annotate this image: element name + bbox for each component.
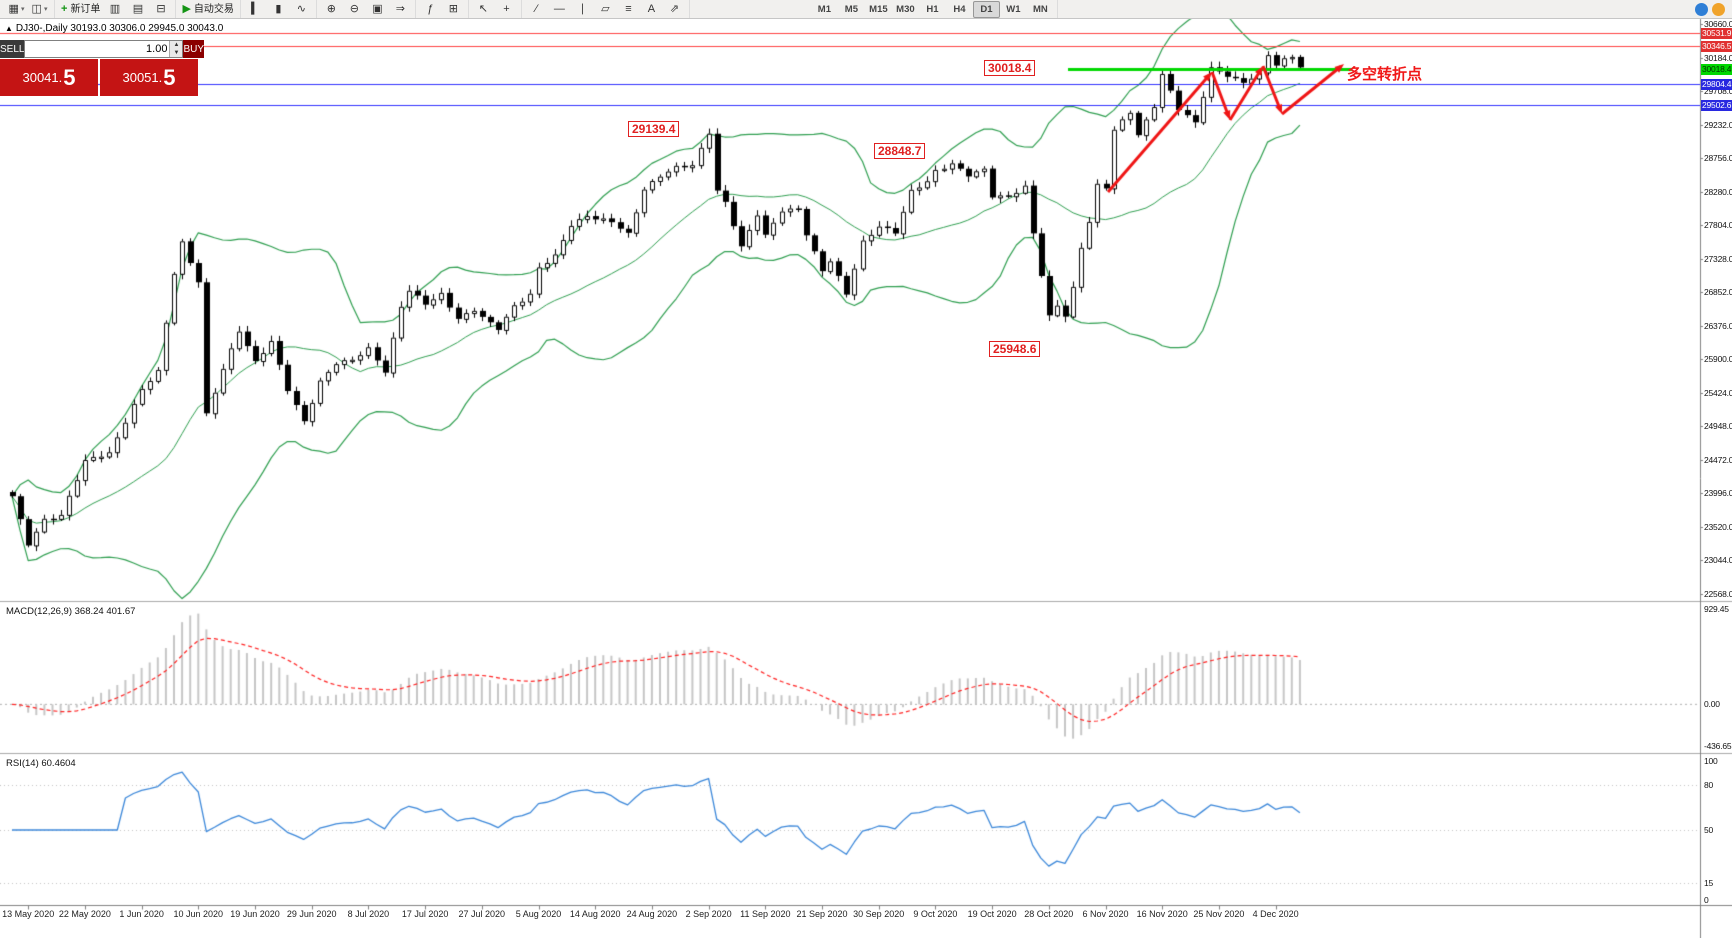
autotrading-icon: ▶ (182, 2, 191, 15)
toolbar-group: + 新订单 ▥ ▤ ⊟ (55, 0, 177, 18)
auto-scroll-button[interactable]: ▣ (366, 1, 389, 18)
indicators-icon: ƒ (427, 2, 434, 15)
zoom-out-icon: ⊖ (349, 2, 360, 15)
indicators-button[interactable]: ƒ (419, 1, 442, 18)
text-label-button[interactable]: A (640, 1, 663, 18)
chart-annotation: 多空转折点 (1347, 66, 1423, 83)
one-click-trading-panel: SELL ▲ ▼ BUY 30041. 5 30051. 5 (0, 40, 205, 96)
zoom-out-button[interactable]: ⊖ (343, 1, 366, 18)
bar-chart-button[interactable]: ▍ (244, 1, 267, 18)
timeframe-h4-button[interactable]: H4 (953, 3, 966, 15)
market-watch-icon: ▥ (109, 2, 121, 15)
new-order-icon: + (61, 2, 68, 15)
horizontal-line-icon: ― (553, 2, 565, 15)
volume-down-button[interactable]: ▼ (169, 49, 183, 57)
one-click-top-row: SELL ▲ ▼ BUY (0, 40, 205, 58)
data-window-button[interactable]: ▤ (126, 1, 149, 18)
sell-button[interactable]: SELL (0, 40, 25, 58)
status-icon-orange[interactable] (1712, 2, 1725, 16)
fibonacci-button[interactable]: ≡ (617, 1, 640, 18)
rsi-label: RSI(14) 60.4604 (6, 758, 76, 769)
profiles-button[interactable]: ◫ ▾ (28, 1, 51, 18)
toolbar-group: ↖ + (469, 0, 522, 18)
buy-button[interactable]: BUY (183, 40, 205, 58)
timeframe-m5-button[interactable]: M5 (844, 3, 858, 15)
cursor-icon: ↖ (478, 2, 489, 15)
market-watch-button[interactable]: ▥ (103, 1, 126, 18)
toolbar: ▦ ▾ ◫ ▾ + 新订单 ▥ ▤ ⊟ ▶ 自动交易 ▍ ▮ ∿ ⊕ ⊖ ▣ ⇒ ƒ ⊞ ↖ + ∕ ― ∣ ▱ ≡ A ⇗ M1 M5 M1… (0, 0, 1732, 19)
sell-price[interactable]: 30041. 5 (0, 59, 98, 96)
data-window-icon: ▤ (132, 2, 144, 15)
line-chart-icon: ∿ (296, 2, 307, 15)
timeframe-d1-button[interactable]: D1 (972, 0, 1000, 18)
horizontal-line-button[interactable]: ― (548, 1, 571, 18)
zoom-in-button[interactable]: ⊕ (320, 1, 343, 18)
timeframe-m15-button[interactable]: M15 (869, 3, 888, 15)
line-chart-button[interactable]: ∿ (290, 1, 313, 18)
volume-field: ▲ ▼ (24, 40, 184, 58)
timeframe-h1-button[interactable]: H1 (926, 3, 939, 15)
buy-price-main: 30051. (122, 70, 163, 85)
timeframe-group: M1 M5 M15 M30 H1 H4 D1 W1 MN (808, 0, 1058, 18)
one-click-price-row: 30041. 5 30051. 5 (0, 59, 198, 96)
autotrading-button-label: 自动交易 (193, 3, 234, 15)
terminal-icon: ⊟ (156, 2, 166, 15)
arrow-objects-icon: ⇗ (669, 2, 680, 15)
chart-shift-icon: ⇒ (395, 2, 406, 15)
terminal-button[interactable]: ⊟ (149, 1, 172, 18)
cursor-button[interactable]: ↖ (472, 1, 495, 18)
macd-label: MACD(12,26,9) 368.24 401.67 (6, 606, 136, 617)
status-icon-blue[interactable] (1695, 2, 1708, 16)
profiles-icon: ◫ (31, 2, 42, 15)
timeframe-m1-button[interactable]: M1 (817, 3, 831, 15)
trendline-button[interactable]: ∕ (525, 1, 548, 18)
timeframe-m30-button[interactable]: M30 (896, 3, 915, 15)
chart-ohlc-title: DJ30-,Daily 30193.0 30306.0 29945.0 3004… (15, 23, 224, 34)
chart-shift-button[interactable]: ⇒ (389, 1, 412, 18)
chart-title: ▲ DJ30-,Daily 30193.0 30306.0 29945.0 300… (5, 23, 223, 34)
vertical-line-button[interactable]: ∣ (571, 1, 594, 18)
timeframe-mn-button[interactable]: MN (1033, 3, 1048, 15)
arrow-objects-button[interactable]: ⇗ (663, 1, 686, 18)
buy-price[interactable]: 30051. 5 (100, 59, 198, 96)
crosshair-icon: + (503, 2, 510, 15)
toolbar-group: ▦ ▾ ◫ ▾ (2, 0, 55, 18)
bar-chart-icon: ▍ (251, 2, 260, 15)
chevron-down-icon: ▾ (20, 5, 25, 13)
toolbar-group: ƒ ⊞ (416, 0, 469, 18)
sell-price-main: 30041. (22, 70, 63, 85)
timeframe-w1-button[interactable]: W1 (1006, 3, 1021, 15)
candlestick-chart-icon: ▮ (275, 2, 282, 15)
crosshair-button[interactable]: + (495, 1, 518, 18)
volume-stepper: ▲ ▼ (169, 41, 183, 57)
templates-icon: ⊞ (448, 2, 459, 15)
auto-scroll-icon: ▣ (372, 2, 383, 15)
equidistant-channel-icon: ▱ (601, 2, 610, 15)
equidistant-channel-button[interactable]: ▱ (594, 1, 617, 18)
volume-up-button[interactable]: ▲ (169, 41, 183, 49)
vertical-line-icon: ∣ (579, 2, 586, 15)
toolbar-group: ∕ ― ∣ ▱ ≡ A ⇗ (522, 0, 690, 18)
toolbar-group: ▍ ▮ ∿ (241, 0, 317, 18)
new-chart-icon: ▦ (8, 2, 19, 15)
new-order-button[interactable]: + 新订单 (58, 1, 103, 18)
new-order-button-label: 新订单 (70, 3, 101, 15)
autotrading-button[interactable]: ▶ 自动交易 (179, 1, 236, 18)
sell-price-big-digit: 5 (63, 64, 76, 90)
templates-button[interactable]: ⊞ (442, 1, 465, 18)
zoom-in-icon: ⊕ (326, 2, 337, 15)
toolbar-group: ▶ 自动交易 (176, 0, 241, 18)
chevron-down-icon: ▾ (43, 5, 48, 13)
toolbar-group: ⊕ ⊖ ▣ ⇒ (317, 0, 416, 18)
text-label-icon: A (647, 2, 656, 15)
new-chart-button[interactable]: ▦ ▾ (5, 1, 28, 18)
buy-price-big-digit: 5 (163, 64, 176, 90)
symbol-marker-icon: ▲ (5, 24, 13, 33)
toolbar-right-icons (1695, 2, 1730, 16)
fibonacci-icon: ≡ (625, 2, 632, 15)
trendline-icon: ∕ (535, 2, 538, 15)
candlestick-chart-button[interactable]: ▮ (267, 1, 290, 18)
volume-input[interactable] (25, 41, 170, 57)
